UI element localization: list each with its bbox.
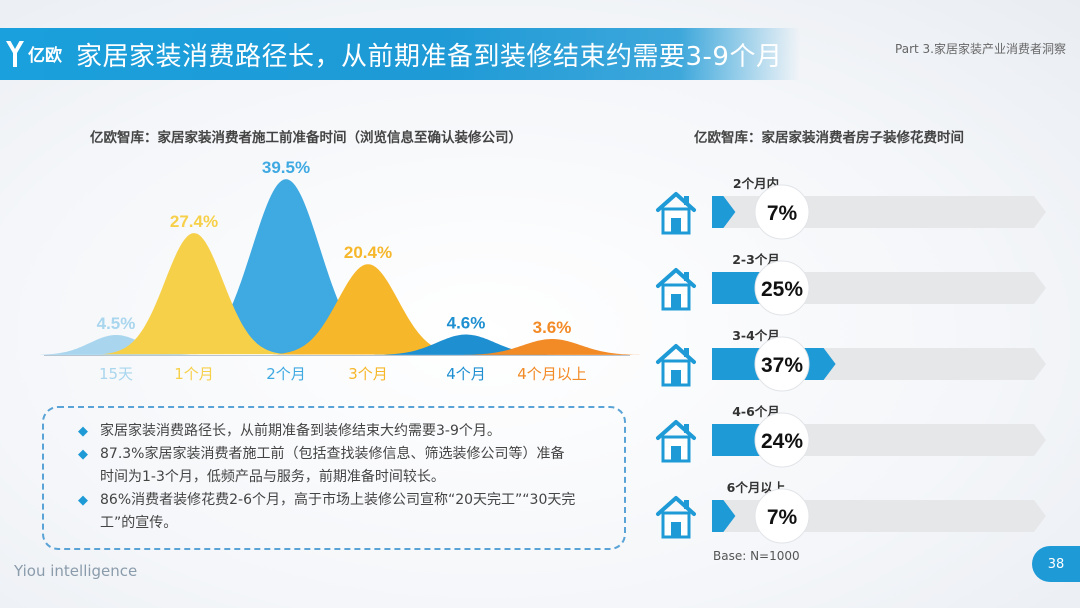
- area-peak: [272, 264, 464, 355]
- area-peak: [459, 339, 640, 355]
- value-badge: [754, 260, 810, 316]
- summary-box: [42, 406, 626, 550]
- house-icon: [656, 268, 696, 311]
- right-chart-title: 亿欧智库：家居家装消费者房子装修花费时间: [694, 130, 964, 146]
- left-chart-title: 亿欧智库：家居家装消费者施工前准备时间（浏览信息至确认装修公司）: [90, 130, 522, 146]
- data-label: 25%: [761, 278, 803, 301]
- data-label: 3.6%: [533, 318, 572, 337]
- page-title: 家居家装消费路径长，从前期准备到装修结束约需要3-9个月: [76, 42, 783, 72]
- value-badge: [754, 488, 810, 544]
- summary-bullet: 86%消费者装修花费2-6个月，高于市场上装修公司宣称“20天完工”“30天完工…: [78, 489, 578, 535]
- data-label: 39.5%: [262, 158, 310, 177]
- summary-bullet: 87.3%家居家装消费者施工前（包括查找装修信息、筛选装修公司等）准备时间为1-…: [78, 443, 578, 489]
- category-label: 1个月: [174, 365, 214, 383]
- category-label: 2个月: [266, 365, 306, 383]
- bar-fill: [712, 196, 736, 228]
- house-icon: [656, 420, 696, 463]
- logo-text: 亿欧: [28, 46, 62, 66]
- data-label: 27.4%: [170, 212, 218, 231]
- category-label: 2个月内: [733, 176, 779, 191]
- data-label: 37%: [761, 354, 803, 377]
- footer-brand: Yiou intelligence: [14, 562, 138, 580]
- summary-list: 家居家装消费路径长，从前期准备到装修结束大约需要3-9个月。 87.3%家居家装…: [78, 420, 578, 535]
- data-label: 4.5%: [97, 314, 136, 333]
- value-badge: [754, 336, 810, 392]
- base-note: Base: N=1000: [713, 549, 800, 563]
- category-label: 15天: [99, 365, 133, 383]
- value-badge: [754, 184, 810, 240]
- house-icon: [656, 496, 696, 539]
- data-label: 7%: [767, 506, 798, 529]
- data-label: 20.4%: [344, 243, 392, 262]
- header-band: [0, 28, 800, 80]
- value-badge: [754, 412, 810, 468]
- category-label: 2-3个月: [732, 252, 780, 267]
- category-label: 4个月以上: [517, 365, 587, 383]
- category-label: 3个月: [348, 365, 388, 383]
- summary-bullet: 家居家装消费路径长，从前期准备到装修结束大约需要3-9个月。: [78, 420, 578, 443]
- data-label: 4.6%: [447, 314, 486, 333]
- prep-time-chart: 4.5% 15天 27.4% 1个月 39.5% 2个月 20.4% 3个月 4.6% 4个月 3.…: [40, 158, 640, 383]
- bar-fill: [712, 500, 736, 532]
- data-label: 7%: [767, 202, 798, 225]
- section-label: Part 3.家居家装产业消费者洞察: [895, 42, 1066, 56]
- category-label: 3-4个月: [732, 328, 780, 343]
- house-icon: [656, 192, 696, 235]
- data-label: 24%: [761, 430, 803, 453]
- category-label: 4-6个月: [732, 404, 780, 419]
- page-number: 38: [1032, 546, 1080, 582]
- logo-icon: [6, 41, 24, 67]
- area-peak: [101, 233, 286, 355]
- category-label: 4个月: [446, 365, 486, 383]
- house-icon: [656, 344, 696, 387]
